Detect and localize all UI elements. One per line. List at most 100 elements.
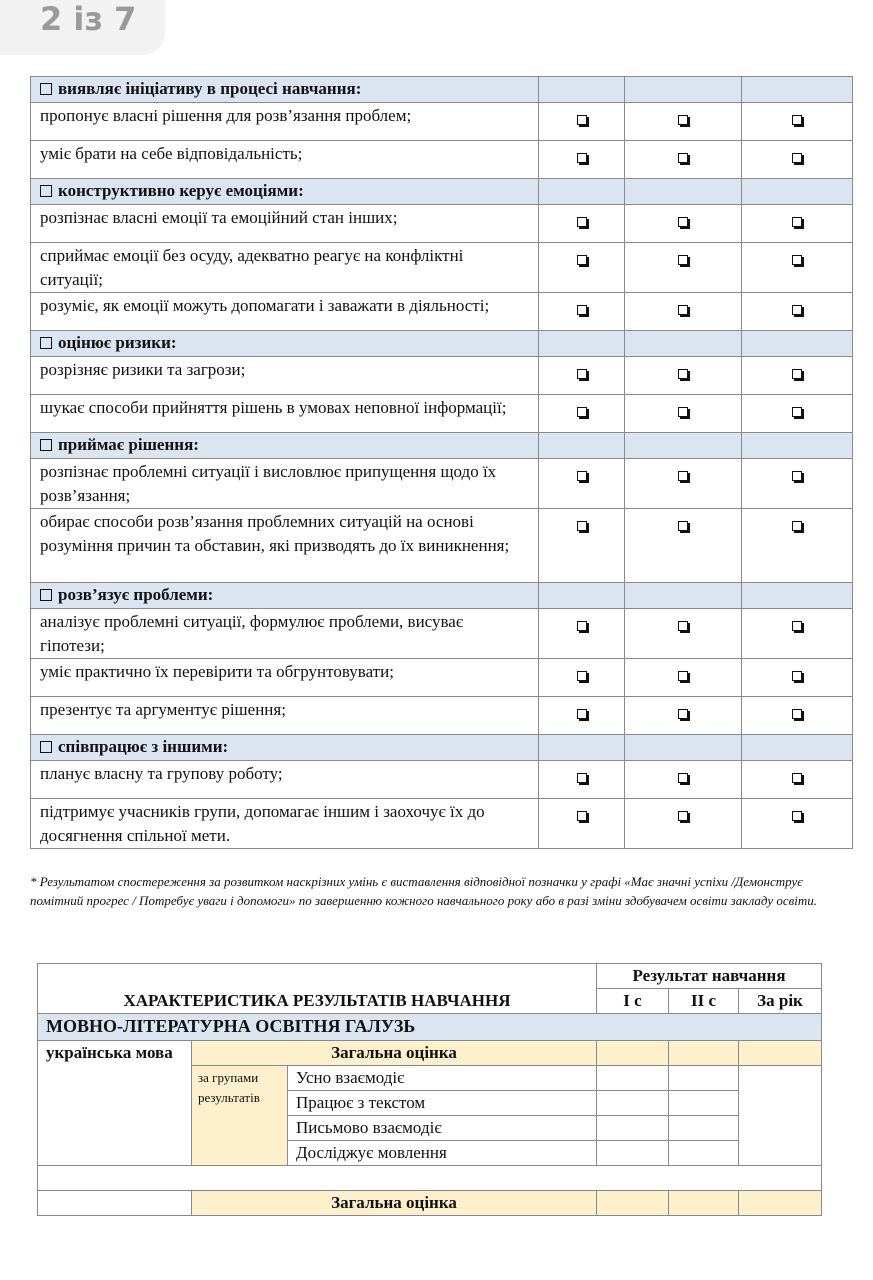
checkbox-cell[interactable] xyxy=(741,102,853,141)
skill-row: презентує та аргументує рішення; xyxy=(30,696,853,735)
checkbox-icon[interactable] xyxy=(678,521,688,531)
checkbox-cell[interactable] xyxy=(741,798,853,849)
checkbox-icon[interactable] xyxy=(792,709,802,719)
checkbox-icon[interactable] xyxy=(678,471,688,481)
grade-cell[interactable] xyxy=(668,1115,739,1141)
checkbox-cell[interactable] xyxy=(624,102,742,141)
checkbox-icon[interactable] xyxy=(576,621,587,631)
checkbox-cell[interactable] xyxy=(624,394,742,433)
checkbox-cell[interactable] xyxy=(624,508,742,583)
grade-cell[interactable] xyxy=(596,1065,669,1091)
grade-cell[interactable] xyxy=(668,1065,739,1091)
checkbox-icon[interactable] xyxy=(678,153,688,163)
checkbox-icon[interactable] xyxy=(678,407,688,417)
checkbox-icon[interactable] xyxy=(678,115,688,125)
checkbox-icon[interactable] xyxy=(792,407,802,417)
checkbox-cell[interactable] xyxy=(741,356,853,395)
checkbox-cell[interactable] xyxy=(538,608,625,659)
checkbox-cell[interactable] xyxy=(538,242,625,293)
checkbox-cell[interactable] xyxy=(741,608,853,659)
checkbox-cell[interactable] xyxy=(538,508,625,583)
checkbox-cell[interactable] xyxy=(741,696,853,735)
checkbox-cell[interactable] xyxy=(741,508,853,583)
checkbox-icon[interactable] xyxy=(792,671,802,681)
checkbox-icon[interactable] xyxy=(792,471,802,481)
checkbox-icon[interactable] xyxy=(792,217,802,227)
checkbox-cell[interactable] xyxy=(741,760,853,799)
checkbox-icon[interactable] xyxy=(576,305,587,315)
checkbox-cell[interactable] xyxy=(741,242,853,293)
checkbox-icon[interactable] xyxy=(576,407,587,417)
checkbox-icon[interactable] xyxy=(576,671,587,681)
checkbox-icon[interactable] xyxy=(576,255,587,265)
checkbox-cell[interactable] xyxy=(538,204,625,243)
checkbox-cell[interactable] xyxy=(624,458,742,509)
checkbox-cell[interactable] xyxy=(538,292,625,331)
checkbox-icon[interactable] xyxy=(792,255,802,265)
checkbox-icon[interactable] xyxy=(678,369,688,379)
checkbox-icon[interactable] xyxy=(792,773,802,783)
checkbox-icon[interactable] xyxy=(576,369,587,379)
checkbox-cell[interactable] xyxy=(624,140,742,179)
checkbox-icon[interactable] xyxy=(678,773,688,783)
checkbox-cell[interactable] xyxy=(741,394,853,433)
checkbox-cell[interactable] xyxy=(624,242,742,293)
checkbox-cell[interactable] xyxy=(624,204,742,243)
checkbox-icon[interactable] xyxy=(678,305,688,315)
grade-cell[interactable] xyxy=(596,1140,669,1166)
checkbox-cell[interactable] xyxy=(538,760,625,799)
checkbox-icon[interactable] xyxy=(678,811,688,821)
checkbox-cell[interactable] xyxy=(538,658,625,697)
checkbox-cell[interactable] xyxy=(538,696,625,735)
checkbox-cell[interactable] xyxy=(741,140,853,179)
grade-cell[interactable] xyxy=(737,1065,823,1166)
checkbox-cell[interactable] xyxy=(624,658,742,697)
checkbox-cell[interactable] xyxy=(624,356,742,395)
checkbox-icon[interactable] xyxy=(678,671,688,681)
checkbox-icon[interactable] xyxy=(576,709,587,719)
grade-cell[interactable] xyxy=(668,1190,739,1216)
checkbox-icon[interactable] xyxy=(792,153,802,163)
grade-cell[interactable] xyxy=(596,1040,669,1066)
grade-cell[interactable] xyxy=(596,1115,669,1141)
checkbox-icon[interactable] xyxy=(678,255,688,265)
checkbox-icon[interactable] xyxy=(678,709,688,719)
checkbox-cell[interactable] xyxy=(538,394,625,433)
checkbox-cell[interactable] xyxy=(538,356,625,395)
checkbox-icon[interactable] xyxy=(792,115,802,125)
checkbox-icon[interactable] xyxy=(792,305,802,315)
grade-cell[interactable] xyxy=(668,1040,739,1066)
checkbox-cell[interactable] xyxy=(741,292,853,331)
checkbox-icon[interactable] xyxy=(792,811,802,821)
grade-cell[interactable] xyxy=(737,1040,823,1066)
checkbox-icon[interactable] xyxy=(576,811,587,821)
checkbox-icon[interactable] xyxy=(678,217,688,227)
checkbox-cell[interactable] xyxy=(624,760,742,799)
checkbox-icon[interactable] xyxy=(576,153,587,163)
checkbox-cell[interactable] xyxy=(538,140,625,179)
checkbox-icon[interactable] xyxy=(576,521,587,531)
checkbox-cell[interactable] xyxy=(538,798,625,849)
grade-cell[interactable] xyxy=(737,1190,823,1216)
checkbox-cell[interactable] xyxy=(624,292,742,331)
grade-cell[interactable] xyxy=(668,1090,739,1116)
grade-cell[interactable] xyxy=(596,1090,669,1116)
checkbox-cell[interactable] xyxy=(538,102,625,141)
checkbox-icon[interactable] xyxy=(678,621,688,631)
checkbox-cell[interactable] xyxy=(624,608,742,659)
checkbox-icon[interactable] xyxy=(576,115,587,125)
checkbox-cell[interactable] xyxy=(624,696,742,735)
checkbox-icon[interactable] xyxy=(792,521,802,531)
checkbox-cell[interactable] xyxy=(624,798,742,849)
checkbox-cell[interactable] xyxy=(741,458,853,509)
checkbox-icon[interactable] xyxy=(576,217,587,227)
checkbox-cell[interactable] xyxy=(741,658,853,697)
checkbox-cell[interactable] xyxy=(741,204,853,243)
checkbox-icon[interactable] xyxy=(576,773,587,783)
grade-cell[interactable] xyxy=(668,1140,739,1166)
checkbox-icon[interactable] xyxy=(576,471,587,481)
checkbox-icon[interactable] xyxy=(792,621,802,631)
checkbox-cell[interactable] xyxy=(538,458,625,509)
grade-cell[interactable] xyxy=(596,1190,669,1216)
checkbox-icon[interactable] xyxy=(792,369,802,379)
